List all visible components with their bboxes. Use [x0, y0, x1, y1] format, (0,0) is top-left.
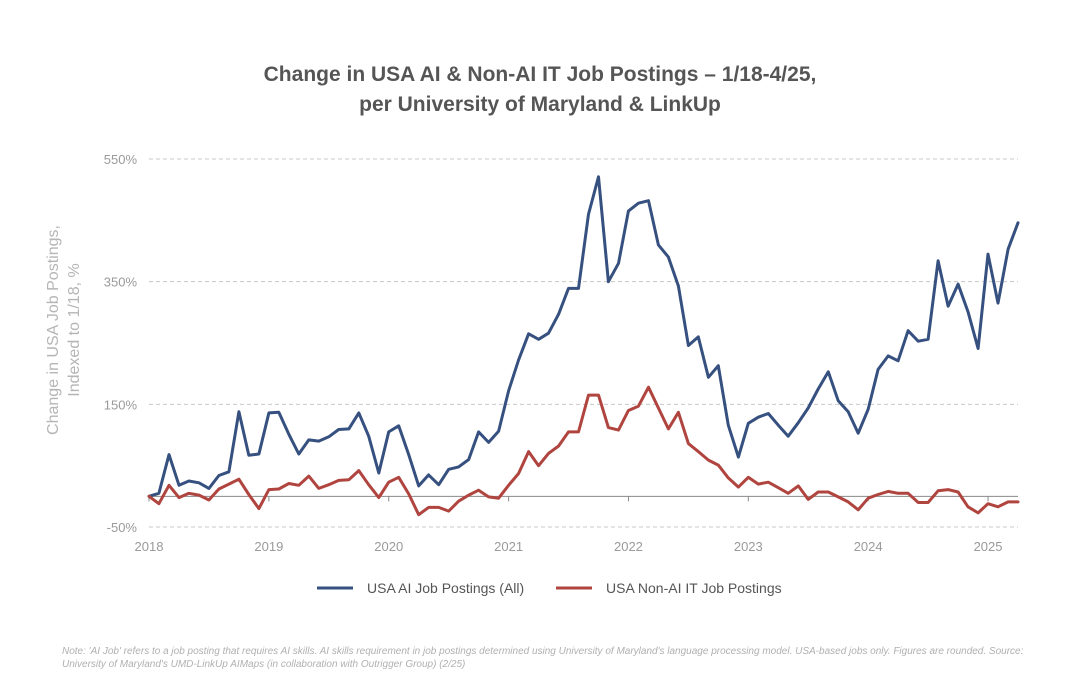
series-line-non-ai-it-job-postings [147, 385, 1020, 517]
x-tick-labels: 2018 2019 2020 2021 2022 2023 2024 2025 [135, 539, 1003, 554]
legend-label-non-ai: USA Non-AI IT Job Postings [606, 580, 782, 596]
line-chart: -50% 150% 350% 550% 2018 2019 2020 2021 2022 202… [45, 152, 1020, 596]
x-tick-label: 2023 [734, 539, 763, 554]
y-axis-label-line2: Indexed to 1/18, % [66, 263, 83, 396]
y-tick-labels: -50% 150% 350% 550% [104, 152, 138, 535]
x-tick-label: 2018 [135, 539, 164, 554]
chart-title: Change in USA AI & Non-AI IT Job Posting… [0, 60, 1080, 120]
y-tick-label: 150% [104, 397, 138, 412]
footnote: Note: 'AI Job' refers to a job posting t… [62, 646, 1024, 670]
x-tick-label: 2025 [974, 539, 1003, 554]
chart-title-line2: per University of Maryland & LinkUp [359, 93, 721, 116]
y-tick-label: -50% [107, 520, 138, 535]
y-tick-label: 350% [104, 275, 138, 290]
x-tick-label: 2020 [374, 539, 403, 554]
x-tick-label: 2022 [614, 539, 643, 554]
series-line-ai-job-postings [147, 175, 1020, 498]
y-axis-label-line1: Change in USA Job Postings, [45, 225, 62, 435]
gridlines [148, 158, 1018, 528]
x-tick-label: 2024 [854, 539, 883, 554]
chart-title-line1: Change in USA AI & Non-AI IT Job Posting… [263, 63, 817, 86]
x-tick-label: 2021 [494, 539, 523, 554]
legend: USA AI Job Postings (All) USA Non-AI IT … [317, 580, 782, 596]
x-tick-label: 2019 [254, 539, 283, 554]
y-tick-label: 550% [104, 152, 138, 167]
series-lines [147, 175, 1020, 517]
legend-label-ai: USA AI Job Postings (All) [367, 580, 524, 596]
